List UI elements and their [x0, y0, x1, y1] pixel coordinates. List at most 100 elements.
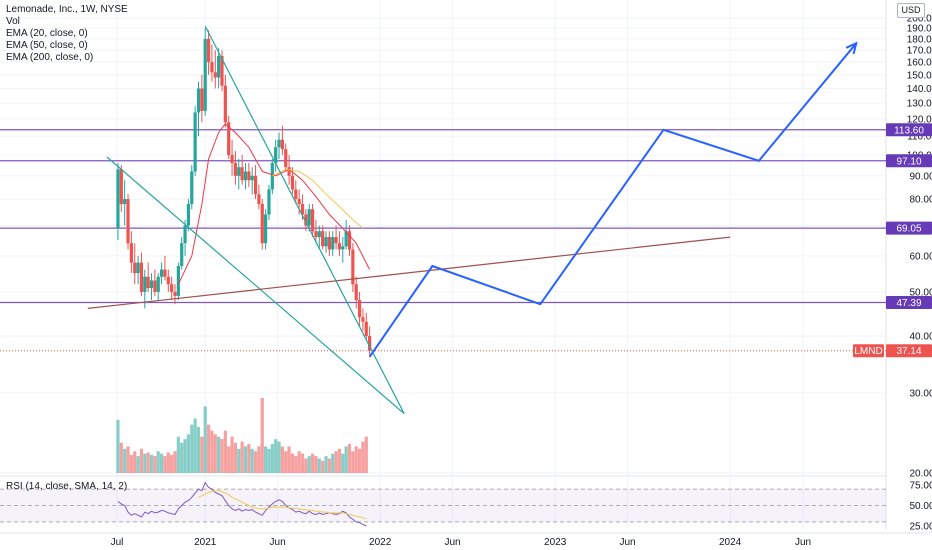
- volume-bar: [116, 419, 120, 473]
- volume-bar: [129, 454, 133, 473]
- candle-body: [206, 38, 211, 63]
- volume-bar: [176, 436, 180, 473]
- price-tick-label: 170.00: [907, 46, 932, 57]
- time-axis[interactable]: Jul 2021 Jun 2022 Jun 2023 Jun 2024 Jun: [111, 537, 811, 548]
- volume-bar: [193, 418, 197, 473]
- candle-body: [337, 243, 342, 250]
- volume-bar: [247, 443, 251, 473]
- ema20-legend[interactable]: EMA (20, close, 0): [6, 28, 88, 39]
- candle-body: [344, 231, 348, 247]
- candle-body: [297, 199, 301, 205]
- candle-body: [153, 280, 157, 292]
- candle-body: [230, 154, 234, 164]
- volume-bar: [341, 453, 345, 473]
- candle-body: [190, 171, 194, 205]
- candle-body: [116, 169, 120, 229]
- volume-bar: [196, 427, 201, 473]
- currency-badge[interactable]: USD: [897, 3, 925, 18]
- volume-bar: [317, 458, 321, 473]
- ema200-legend[interactable]: EMA (200, close, 0): [6, 52, 94, 63]
- candle-body: [146, 276, 150, 289]
- candle-body: [183, 225, 187, 244]
- candle-body: [331, 237, 335, 250]
- volume-bar: [173, 451, 177, 473]
- volume-bar: [149, 454, 154, 473]
- volume-bar: [351, 451, 355, 473]
- candle-body: [250, 175, 254, 181]
- volume-bar: [294, 456, 298, 473]
- ema50-legend[interactable]: EMA (50, close, 0): [6, 40, 88, 51]
- volume-bar: [190, 424, 194, 473]
- volume-bars: [116, 398, 368, 473]
- volume-bar: [223, 430, 227, 473]
- volume-bar: [284, 451, 288, 473]
- candle-body: [220, 56, 224, 86]
- volume-bar: [260, 398, 264, 473]
- candle-body: [257, 194, 261, 205]
- volume-bar: [126, 446, 130, 473]
- rsi-tick-label: 25.00: [909, 522, 932, 533]
- candle-body: [314, 231, 318, 238]
- candle-body: [260, 204, 264, 244]
- candle-body: [139, 262, 144, 292]
- rsi-legend[interactable]: RSI (14, close, SMA, 14, 2): [6, 481, 128, 492]
- volume-bar: [321, 460, 325, 473]
- candle-body: [193, 112, 197, 172]
- volume-bar: [159, 453, 164, 473]
- candle-body: [264, 214, 268, 244]
- volume-bar: [314, 456, 318, 473]
- candle-body: [186, 204, 191, 226]
- horizontal-levels[interactable]: [0, 129, 886, 352]
- symbol-title[interactable]: Lemonade, Inc., 1W, NYSE: [6, 4, 128, 15]
- volume-bar: [334, 451, 338, 473]
- level-tag-label: 97.10: [896, 156, 921, 167]
- projection-arrow-head: [845, 41, 858, 55]
- volume-bar: [123, 448, 127, 473]
- volume-bar: [166, 452, 170, 473]
- volume-bar: [200, 436, 204, 473]
- candle-body: [200, 88, 204, 111]
- candle-body: [284, 149, 288, 168]
- candle-body: [364, 321, 368, 337]
- volume-bar: [257, 446, 261, 473]
- candle-body: [341, 246, 345, 250]
- price-tags: 113.60 97.10 69.05 47.39 37.14 LMND: [853, 123, 932, 358]
- grid: [0, 0, 932, 534]
- price-axis[interactable]: 20.0030.0040.0050.0060.0070.0080.0090.00…: [907, 14, 932, 533]
- candle-body: [253, 175, 258, 195]
- lower-trendline: [106, 156, 405, 415]
- symbol-tag: [853, 344, 884, 358]
- candle-body: [203, 38, 207, 111]
- trend-drawings[interactable]: [87, 25, 858, 415]
- candle-body: [347, 231, 352, 250]
- vol-legend[interactable]: Vol: [6, 16, 20, 27]
- volume-bar: [186, 434, 191, 473]
- candlesticks: [116, 28, 372, 357]
- volume-bar: [206, 424, 211, 473]
- candle-body: [351, 249, 355, 285]
- candle-body: [163, 269, 167, 277]
- candle-body: [300, 204, 305, 215]
- time-tick-label: 2021: [194, 537, 217, 548]
- candle-body: [170, 284, 174, 292]
- candle-body: [294, 189, 298, 200]
- time-tick-label: Jul: [111, 537, 124, 548]
- time-tick-label: 2023: [544, 537, 567, 548]
- rsi-sma-line: [198, 490, 367, 520]
- volume-bar: [287, 446, 291, 473]
- volume-bar: [139, 448, 144, 473]
- candle-body: [247, 171, 251, 181]
- rsi-tick-label: 50.00: [909, 501, 932, 512]
- volume-bar: [143, 453, 147, 473]
- last-price-label: 37.14: [896, 346, 921, 357]
- price-tick-label: 150.00: [907, 70, 932, 81]
- volume-bar: [347, 443, 352, 473]
- volume-bar: [290, 453, 295, 473]
- rsi-pane: [0, 488, 886, 523]
- volume-bar: [280, 446, 284, 473]
- price-tick-label: 50.00: [909, 287, 932, 298]
- candle-body: [210, 62, 214, 73]
- volume-bar: [304, 458, 308, 473]
- candle-body: [277, 139, 281, 148]
